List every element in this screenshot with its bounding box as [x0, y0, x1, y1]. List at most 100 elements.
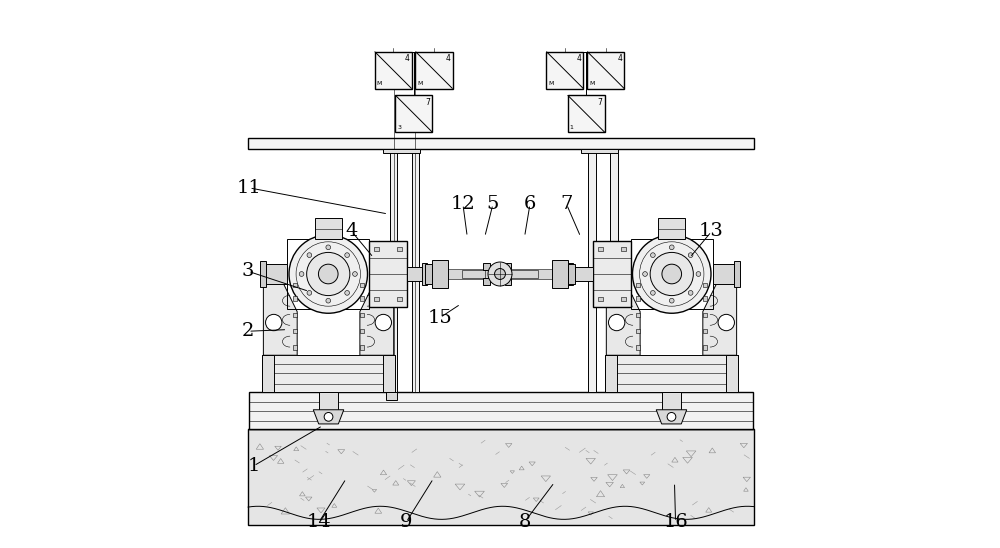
Bar — [636, 313, 640, 317]
Bar — [726, 355, 738, 392]
Circle shape — [488, 262, 512, 286]
Bar — [248, 138, 754, 149]
Bar — [581, 149, 618, 153]
Bar — [293, 329, 297, 333]
Circle shape — [643, 272, 647, 276]
Polygon shape — [703, 282, 737, 355]
Bar — [360, 283, 364, 287]
Text: 16: 16 — [663, 513, 688, 531]
Bar — [266, 264, 287, 284]
Bar — [568, 95, 605, 132]
Bar — [262, 355, 274, 392]
Text: 4: 4 — [617, 54, 622, 63]
Bar — [593, 241, 631, 307]
Text: M: M — [589, 81, 595, 86]
Bar — [249, 392, 753, 430]
Bar — [432, 260, 448, 288]
Bar — [260, 261, 266, 287]
Text: 4: 4 — [405, 54, 409, 63]
Text: 4: 4 — [346, 222, 358, 241]
Circle shape — [345, 253, 349, 258]
Circle shape — [662, 264, 682, 284]
Bar — [621, 247, 626, 251]
Bar — [415, 52, 453, 89]
Bar — [248, 430, 754, 525]
Polygon shape — [505, 263, 511, 270]
Text: 15: 15 — [428, 309, 452, 327]
Circle shape — [318, 264, 338, 284]
Circle shape — [688, 253, 693, 258]
Bar — [734, 261, 740, 287]
Bar — [598, 247, 603, 251]
Bar — [315, 218, 342, 239]
Bar — [588, 149, 596, 392]
Bar — [546, 52, 583, 89]
Circle shape — [326, 298, 331, 303]
Text: 2: 2 — [242, 322, 254, 340]
Bar — [407, 267, 422, 281]
Bar — [293, 283, 297, 287]
Circle shape — [299, 272, 304, 276]
Bar — [262, 355, 395, 392]
Circle shape — [289, 235, 368, 313]
Text: 14: 14 — [307, 513, 331, 531]
Bar — [703, 345, 707, 350]
Bar — [703, 283, 707, 287]
Bar — [375, 52, 412, 89]
Bar — [631, 239, 713, 309]
Bar — [422, 263, 427, 285]
Text: 5: 5 — [487, 195, 499, 213]
Bar — [287, 239, 369, 309]
Polygon shape — [483, 278, 490, 285]
Polygon shape — [656, 410, 687, 424]
Circle shape — [353, 272, 357, 276]
Circle shape — [495, 269, 505, 279]
Text: 6: 6 — [524, 195, 536, 213]
Bar — [433, 269, 567, 279]
Bar — [587, 52, 624, 89]
Circle shape — [651, 290, 655, 295]
Text: 7: 7 — [560, 195, 573, 213]
Circle shape — [307, 290, 312, 295]
Bar — [397, 297, 402, 301]
Text: 9: 9 — [400, 513, 412, 531]
Bar — [412, 149, 419, 392]
Circle shape — [375, 315, 392, 330]
Text: 11: 11 — [237, 179, 262, 197]
Polygon shape — [505, 278, 511, 285]
Bar — [662, 392, 681, 410]
Text: 13: 13 — [699, 222, 724, 241]
Bar — [369, 241, 407, 307]
Circle shape — [669, 298, 674, 303]
Text: 3: 3 — [242, 262, 254, 280]
Bar — [319, 392, 338, 410]
Circle shape — [324, 413, 333, 421]
Text: 1: 1 — [247, 457, 260, 475]
Circle shape — [718, 315, 734, 330]
Text: 4: 4 — [576, 54, 581, 63]
Circle shape — [650, 253, 693, 295]
Text: M: M — [377, 81, 382, 86]
Bar — [390, 149, 397, 392]
Bar — [703, 329, 707, 333]
Bar — [703, 296, 707, 301]
Circle shape — [345, 290, 349, 295]
Text: 7: 7 — [598, 98, 603, 107]
Circle shape — [696, 272, 701, 276]
Circle shape — [651, 253, 655, 258]
Bar — [360, 329, 364, 333]
Bar — [703, 313, 707, 317]
Bar — [605, 355, 617, 392]
Circle shape — [669, 245, 674, 250]
Text: M: M — [549, 81, 554, 86]
Bar — [293, 296, 297, 301]
Circle shape — [632, 235, 711, 313]
Polygon shape — [606, 282, 640, 355]
Text: 4: 4 — [446, 54, 450, 63]
Bar — [374, 247, 379, 251]
Bar — [293, 313, 297, 317]
Bar — [713, 264, 734, 284]
Bar — [552, 260, 568, 288]
Bar — [636, 283, 640, 287]
Bar — [360, 313, 364, 317]
